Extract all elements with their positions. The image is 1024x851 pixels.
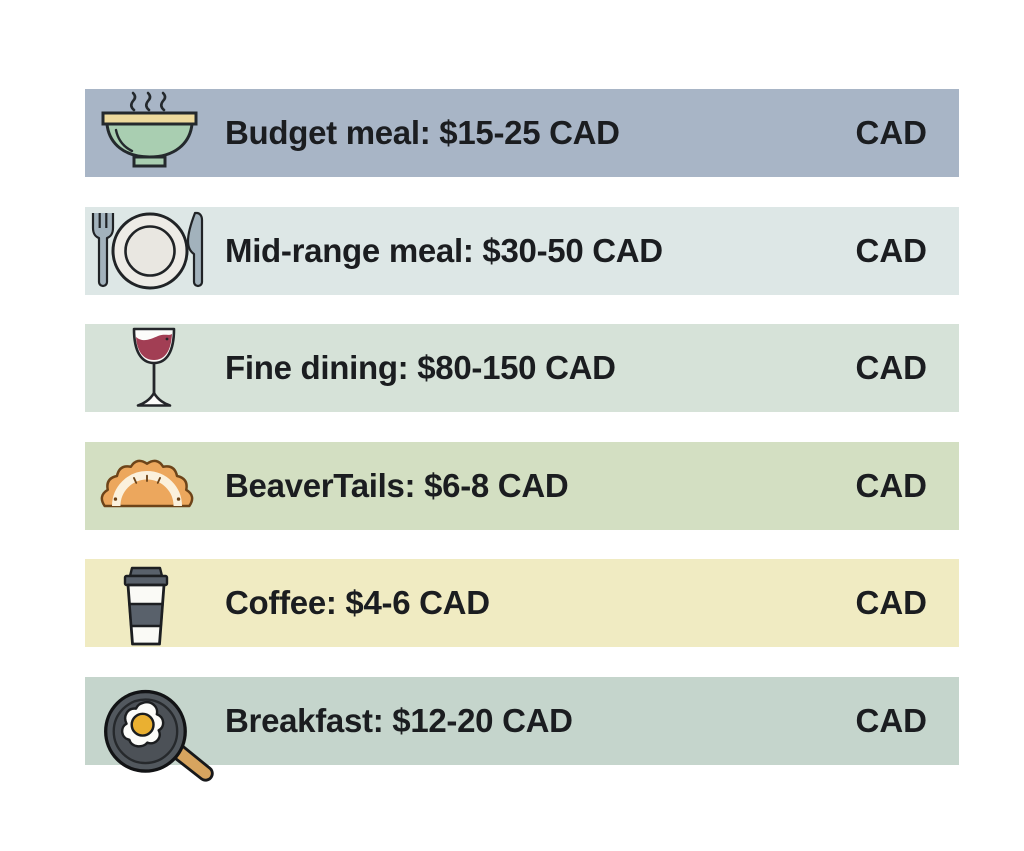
price-label: Breakfast: $12-20 CAD bbox=[225, 701, 573, 739]
price-row: BeaverTails: $6-8 CAD CAD bbox=[85, 441, 959, 530]
price-label: Coffee: $4-6 CAD bbox=[225, 584, 490, 621]
price-row: Coffee: $4-6 CAD CAD bbox=[85, 559, 959, 647]
wine-glass-icon-svg bbox=[132, 327, 176, 407]
soup-bowl-icon bbox=[85, 89, 225, 177]
plate-with-cutlery-icon bbox=[85, 207, 225, 295]
frying-pan-with-egg-icon bbox=[85, 677, 225, 782]
soup-bowl-icon-svg bbox=[101, 91, 198, 168]
plate-with-cutlery-icon-svg bbox=[91, 211, 204, 289]
frying-pan-with-egg-icon-svg bbox=[104, 689, 214, 782]
takeaway-coffee-cup-icon bbox=[85, 559, 225, 647]
currency-label: CAD bbox=[855, 584, 928, 621]
beavertail-pastry-icon bbox=[85, 442, 225, 530]
currency-label: CAD bbox=[855, 466, 928, 504]
currency-label: CAD bbox=[855, 349, 928, 386]
wine-glass-icon bbox=[85, 324, 225, 412]
price-label: BeaverTails: $6-8 CAD bbox=[225, 466, 569, 504]
price-row: Breakfast: $12-20 CAD CAD bbox=[85, 676, 959, 782]
beavertail-pastry-icon-svg bbox=[100, 459, 194, 507]
currency-label: CAD bbox=[855, 231, 928, 269]
takeaway-coffee-cup-icon-svg bbox=[123, 566, 169, 646]
price-row: Mid-range meal: $30-50 CAD CAD bbox=[85, 206, 959, 295]
currency-label: CAD bbox=[855, 701, 928, 739]
price-label: Mid-range meal: $30-50 CAD bbox=[225, 231, 663, 269]
currency-label: CAD bbox=[855, 114, 928, 151]
price-label: Fine dining: $80-150 CAD bbox=[225, 349, 616, 386]
price-row-list: Budget meal: $15-25 CAD CAD Mid-range me… bbox=[85, 89, 959, 782]
price-row: Fine dining: $80-150 CAD CAD bbox=[85, 324, 959, 412]
price-row: Budget meal: $15-25 CAD CAD bbox=[85, 89, 959, 177]
price-label: Budget meal: $15-25 CAD bbox=[225, 114, 620, 151]
